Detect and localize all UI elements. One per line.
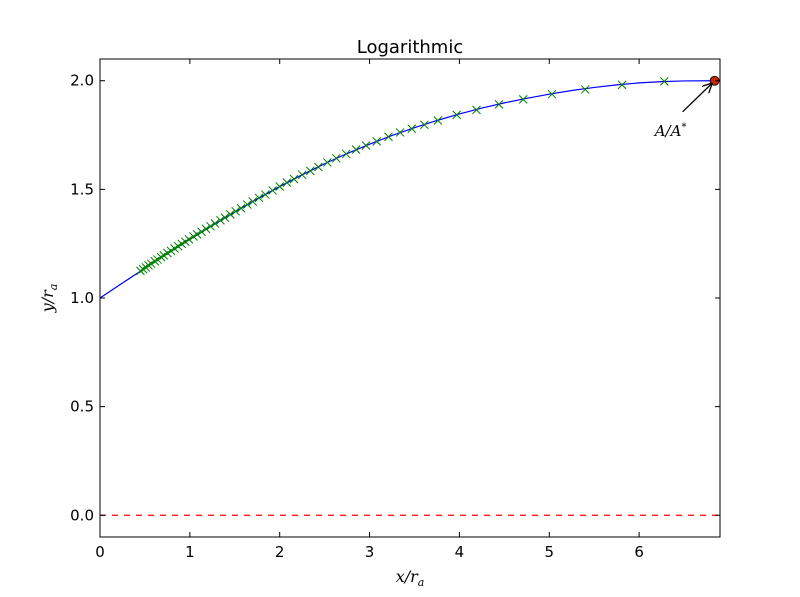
- x-marker-point: [297, 170, 307, 180]
- x-tick-label: 3: [365, 543, 375, 561]
- x-marker-point: [395, 128, 405, 137]
- x-marker-point: [322, 158, 332, 167]
- y-tick-label: 1.5: [70, 180, 94, 198]
- y-tick-label: 0.5: [70, 398, 94, 416]
- x-marker-point: [289, 174, 299, 184]
- x-marker-point: [659, 77, 669, 86]
- x-marker-point: [192, 229, 202, 239]
- annotation-arrow: [682, 84, 712, 113]
- x-marker-point: [341, 149, 351, 159]
- x-marker-point: [372, 136, 382, 146]
- x-marker-point: [351, 145, 361, 154]
- x-marker-point: [452, 110, 462, 120]
- x-axis-label: x/ra: [396, 567, 425, 589]
- x-marker-point: [225, 209, 235, 219]
- annotation-layer: A/A*: [653, 84, 712, 140]
- x-tick-label: 4: [455, 543, 465, 561]
- x-marker-point: [231, 206, 241, 216]
- annotation-label: A/A*: [653, 122, 687, 140]
- x-marker-point: [617, 80, 627, 90]
- x-marker-point: [580, 85, 590, 94]
- x-marker-point: [144, 261, 153, 270]
- x-marker-point: [260, 190, 270, 199]
- x-marker-point: [197, 227, 206, 237]
- x-marker-point: [156, 252, 166, 262]
- x-marker-point: [547, 89, 557, 99]
- x-marker-point: [136, 266, 145, 276]
- x-marker-point: [254, 193, 264, 203]
- plot-area: [100, 59, 720, 537]
- x-marker-point: [210, 219, 220, 228]
- x-marker-point: [407, 124, 417, 134]
- x-marker-point: [248, 197, 258, 206]
- x-tick-label: 0: [95, 543, 105, 561]
- y-tick-label: 0.0: [70, 506, 94, 524]
- x-marker-point: [313, 162, 323, 172]
- x-marker-point: [472, 105, 481, 115]
- x-marker-point: [305, 166, 315, 176]
- y-tick-label: 1.0: [70, 289, 94, 307]
- y-axis-label: y/ra: [38, 284, 60, 314]
- x-marker-point: [184, 234, 194, 244]
- x-marker-point: [420, 120, 429, 130]
- x-tick-label: 5: [545, 543, 555, 561]
- x-marker-point: [275, 182, 285, 191]
- x-marker-point: [433, 116, 443, 125]
- x-marker-point: [220, 213, 230, 222]
- series-x-markers: [136, 77, 669, 276]
- chart-title: Logarithmic: [357, 37, 463, 58]
- axes-layer: 0 1 2 3 4 5 6 0.0 0.5 1.0 1.5 2.0: [70, 59, 720, 561]
- x-marker-point: [384, 132, 393, 142]
- x-tick-label: 6: [634, 543, 644, 561]
- x-marker-point: [206, 221, 215, 231]
- x-marker-point: [361, 141, 371, 150]
- x-marker-point: [331, 153, 341, 163]
- x-marker-point: [216, 215, 225, 225]
- x-marker-point: [201, 224, 211, 234]
- x-marker-point: [494, 100, 504, 109]
- x-marker-point: [282, 178, 292, 187]
- x-marker-point: [518, 95, 528, 104]
- x-marker-point: [236, 203, 246, 213]
- x-marker-point: [268, 186, 277, 195]
- x-marker-point: [150, 256, 160, 266]
- x-marker-point: [138, 264, 148, 274]
- y-tick-label: 2.0: [70, 72, 94, 90]
- x-tick-label: 1: [185, 543, 195, 561]
- x-tick-label: 2: [275, 543, 285, 561]
- x-marker-point: [243, 200, 252, 209]
